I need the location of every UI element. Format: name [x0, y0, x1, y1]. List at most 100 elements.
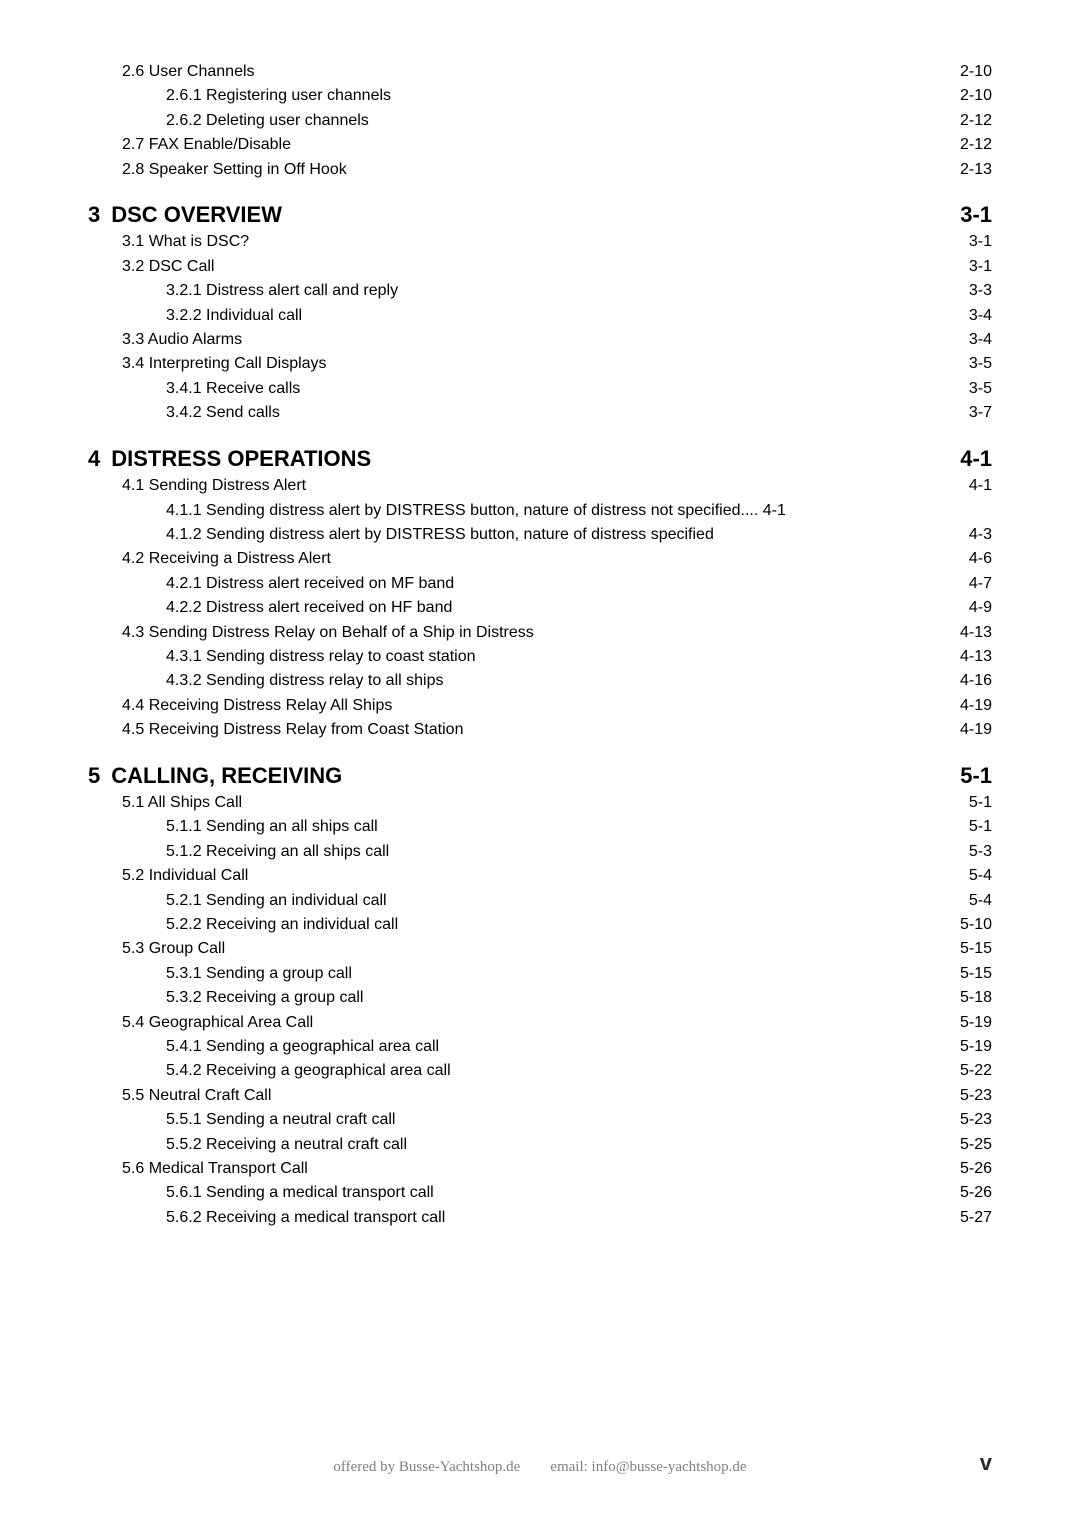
toc-entry-page: 4-13 — [960, 621, 992, 645]
toc-entry-page: 5-19 — [960, 1035, 992, 1059]
toc-entry-title: 3.4.1 Receive calls — [166, 377, 300, 401]
toc-entry-row: 5.5.1 Sending a neutral craft call 5-23 — [88, 1108, 992, 1132]
toc-entry-page: 3-4 — [969, 328, 992, 352]
toc-entry-page: 3-4 — [969, 304, 992, 328]
toc-entry-page: 5-15 — [960, 937, 992, 961]
toc-entry-page: 4-1 — [960, 444, 992, 474]
toc-entry-title: 4.4 Receiving Distress Relay All Ships — [122, 694, 392, 718]
toc-section: 2.6 User Channels2-102.6.1 Registering u… — [88, 60, 992, 182]
toc-entry-page: 5-26 — [960, 1157, 992, 1181]
toc-entry-row: 3.4.1 Receive calls 3-5 — [88, 377, 992, 401]
toc-entry-page: 2-13 — [960, 158, 992, 182]
toc-entry-title: 4.1.2 Sending distress alert by DISTRESS… — [166, 523, 714, 547]
toc-entry-page: 4-1 — [969, 474, 992, 498]
toc-entry-page: 5-18 — [960, 986, 992, 1010]
toc-entry-title: 4.3.2 Sending distress relay to all ship… — [166, 669, 443, 693]
toc-entry-title: 2.6 User Channels — [122, 60, 255, 84]
toc-entry-title: 5 CALLING, RECEIVING — [88, 761, 342, 791]
toc-entry-page: 5-4 — [969, 889, 992, 913]
toc-entry-page: 5-23 — [960, 1108, 992, 1132]
toc-entry-title: 4 DISTRESS OPERATIONS — [88, 444, 371, 474]
toc-entry-title: 5.3.1 Sending a group call — [166, 962, 352, 986]
toc-entry-title: 5.2 Individual Call — [122, 864, 248, 888]
toc-entry-title: 5.3.2 Receiving a group call — [166, 986, 363, 1010]
toc-entry-row: 5.2.2 Receiving an individual call5-10 — [88, 913, 992, 937]
toc-entry-title: 5.5 Neutral Craft Call — [122, 1084, 271, 1108]
toc-entry-page: 3-1 — [969, 230, 992, 254]
toc-entry-title: 3 DSC OVERVIEW — [88, 200, 282, 230]
toc-section: 4 DISTRESS OPERATIONS4-14.1 Sending Dist… — [88, 444, 992, 743]
toc-entry-row: 3.2 DSC Call 3-1 — [88, 255, 992, 279]
toc-entry-row: 5.3.2 Receiving a group call 5-18 — [88, 986, 992, 1010]
toc-entry-page: 3-1 — [969, 255, 992, 279]
toc-entry-page: 2-10 — [960, 84, 992, 108]
toc-entry-page: 4-3 — [969, 523, 992, 547]
toc-entry-page: 4-19 — [960, 694, 992, 718]
toc-entry-page: 3-7 — [969, 401, 992, 425]
toc-entry-page: 4-9 — [969, 596, 992, 620]
toc-entry-row: 5.2 Individual Call5-4 — [88, 864, 992, 888]
toc-entry-row: 5.1.1 Sending an all ships call5-1 — [88, 815, 992, 839]
toc-entry-page: 5-3 — [969, 840, 992, 864]
toc-entry-title: 2.8 Speaker Setting in Off Hook — [122, 158, 347, 182]
toc-entry-title: 3.4.2 Send calls — [166, 401, 280, 425]
toc-entry-page: 4-19 — [960, 718, 992, 742]
toc-entry-row: 5.5.2 Receiving a neutral craft call 5-25 — [88, 1133, 992, 1157]
toc-entry-row: 5.4 Geographical Area Call 5-19 — [88, 1011, 992, 1035]
toc-entry-page: 4-13 — [960, 645, 992, 669]
toc-entry-page: 3-3 — [969, 279, 992, 303]
toc-entry-row: 5.4.1 Sending a geographical area call5-… — [88, 1035, 992, 1059]
table-of-contents: 2.6 User Channels2-102.6.1 Registering u… — [88, 60, 992, 1230]
toc-entry-page: 3-5 — [969, 377, 992, 401]
toc-entry-row: 5.3 Group Call5-15 — [88, 937, 992, 961]
toc-entry-title: 5.5.2 Receiving a neutral craft call — [166, 1133, 407, 1157]
footer-credit: offered by Busse-Yachtshop.de email: inf… — [0, 1459, 1080, 1476]
toc-entry-page: 5-26 — [960, 1181, 992, 1205]
toc-entry-title: 3.1 What is DSC? — [122, 230, 249, 254]
toc-chapter-row: 3 DSC OVERVIEW3-1 — [88, 200, 992, 230]
toc-entry-title: 4.3.1 Sending distress relay to coast st… — [166, 645, 476, 669]
toc-entry-page: 5-25 — [960, 1133, 992, 1157]
toc-entry-page: 5-19 — [960, 1011, 992, 1035]
toc-entry-row: 4.5 Receiving Distress Relay from Coast … — [88, 718, 992, 742]
toc-entry-row: 4.2.1 Distress alert received on MF band… — [88, 572, 992, 596]
toc-entry-page: 5-23 — [960, 1084, 992, 1108]
toc-entry-row: 4.3 Sending Distress Relay on Behalf of … — [88, 621, 992, 645]
toc-entry-row: 5.1.2 Receiving an all ships call 5-3 — [88, 840, 992, 864]
toc-entry-row: 3.3 Audio Alarms 3-4 — [88, 328, 992, 352]
toc-entry-title: 4.5 Receiving Distress Relay from Coast … — [122, 718, 463, 742]
toc-entry-row: 5.5 Neutral Craft Call 5-23 — [88, 1084, 992, 1108]
toc-entry-title: 4.2.2 Distress alert received on HF band — [166, 596, 452, 620]
toc-entry-title: 5.5.1 Sending a neutral craft call — [166, 1108, 395, 1132]
toc-entry-title: 2.6.1 Registering user channels — [166, 84, 391, 108]
toc-entry-page: 2-10 — [960, 60, 992, 84]
toc-section: 3 DSC OVERVIEW3-13.1 What is DSC?3-13.2 … — [88, 200, 992, 426]
toc-entry-row: 4.2 Receiving a Distress Alert 4-6 — [88, 547, 992, 571]
toc-entry-title: 4.3 Sending Distress Relay on Behalf of … — [122, 621, 534, 645]
toc-entry-page: 5-27 — [960, 1206, 992, 1230]
toc-entry-title: 4.1 Sending Distress Alert — [122, 474, 306, 498]
toc-entry-row: 4.1 Sending Distress Alert 4-1 — [88, 474, 992, 498]
toc-entry-row: 5.3.1 Sending a group call5-15 — [88, 962, 992, 986]
toc-entry-page: 4-6 — [969, 547, 992, 571]
toc-entry-title: 2.7 FAX Enable/Disable — [122, 133, 291, 157]
toc-entry-row: 5.6.2 Receiving a medical transport call… — [88, 1206, 992, 1230]
toc-entry-title: 5.1.1 Sending an all ships call — [166, 815, 378, 839]
toc-entry-title: 5.4 Geographical Area Call — [122, 1011, 313, 1035]
toc-chapter-row: 4 DISTRESS OPERATIONS 4-1 — [88, 444, 992, 474]
toc-entry-title: 4.2 Receiving a Distress Alert — [122, 547, 331, 571]
toc-entry-row: 2.6.1 Registering user channels 2-10 — [88, 84, 992, 108]
toc-entry-title: 3.3 Audio Alarms — [122, 328, 242, 352]
toc-entry-title: 5.2.2 Receiving an individual call — [166, 913, 398, 937]
toc-entry-title: 5.1.2 Receiving an all ships call — [166, 840, 389, 864]
toc-entry-title: 5.4.2 Receiving a geographical area call — [166, 1059, 451, 1083]
toc-entry-row: 5.6.1 Sending a medical transport call5-… — [88, 1181, 992, 1205]
toc-entry-row: 4.4 Receiving Distress Relay All Ships 4-… — [88, 694, 992, 718]
toc-entry-row: 4.3.1 Sending distress relay to coast st… — [88, 645, 992, 669]
toc-entry-page: 2-12 — [960, 109, 992, 133]
toc-entry-row: 4.1.1 Sending distress alert by DISTRESS… — [88, 499, 992, 523]
toc-entry-row: 4.3.2 Sending distress relay to all ship… — [88, 669, 992, 693]
toc-entry-row: 2.6.2 Deleting user channels2-12 — [88, 109, 992, 133]
toc-entry-title: 3.2.2 Individual call — [166, 304, 302, 328]
toc-entry-title: 3.2 DSC Call — [122, 255, 214, 279]
